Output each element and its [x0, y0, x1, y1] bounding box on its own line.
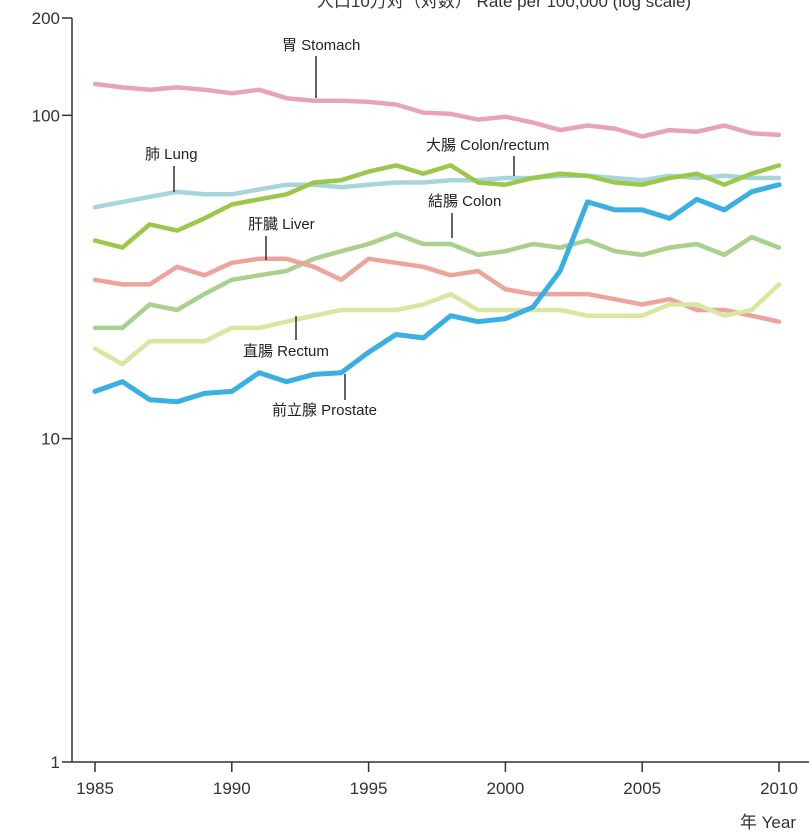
- series-line-colon: [92, 231, 782, 331]
- series-line-rectum: [92, 282, 782, 367]
- series-labels: 胃 Stomach 肺 Lung 大腸 Colon/rectum 肝臓 Liver 結腸…: [145, 37, 549, 419]
- series-line-colon-rectum: [92, 163, 782, 250]
- series-label-rectum: 直腸 Rectum: [243, 343, 329, 360]
- series-label-prostate: 前立腺 Prostate: [272, 402, 377, 419]
- series-line-lung: [92, 173, 782, 210]
- series-label-liver: 肝臓 Liver: [248, 216, 315, 233]
- series-label-colon-rectum: 大腸 Colon/rectum: [426, 137, 549, 154]
- y-tick-label: 200: [32, 9, 60, 28]
- y-tick-label: 1: [51, 753, 60, 772]
- series-label-lung: 肺 Lung: [145, 146, 198, 163]
- y-tick-label: 100: [32, 106, 60, 125]
- x-tick-label: 1990: [213, 779, 251, 798]
- series-label-stomach: 胃 Stomach: [282, 37, 360, 54]
- x-axis-label: 年 Year: [740, 813, 796, 832]
- chart-title: 人口10万対（対数） Rate per 100,000 (log scale): [317, 0, 691, 11]
- x-tick-label: 2000: [486, 779, 524, 798]
- series-line-stomach: [92, 81, 782, 139]
- plot-area: [92, 81, 782, 405]
- x-ticks: 1985 1990 1995 2000 2005 2010: [76, 762, 798, 798]
- y-ticks: 1 10 100 200: [32, 9, 72, 772]
- series-line-liver: [92, 256, 782, 324]
- series-label-colon: 結腸 Colon: [428, 193, 501, 210]
- x-tick-label: 1985: [76, 779, 114, 798]
- series-line-prostate: [92, 182, 782, 405]
- axes: [71, 18, 809, 763]
- x-tick-label: 2005: [623, 779, 661, 798]
- x-tick-label: 1995: [350, 779, 388, 798]
- y-tick-label: 10: [41, 430, 60, 449]
- x-tick-label: 2010: [760, 779, 798, 798]
